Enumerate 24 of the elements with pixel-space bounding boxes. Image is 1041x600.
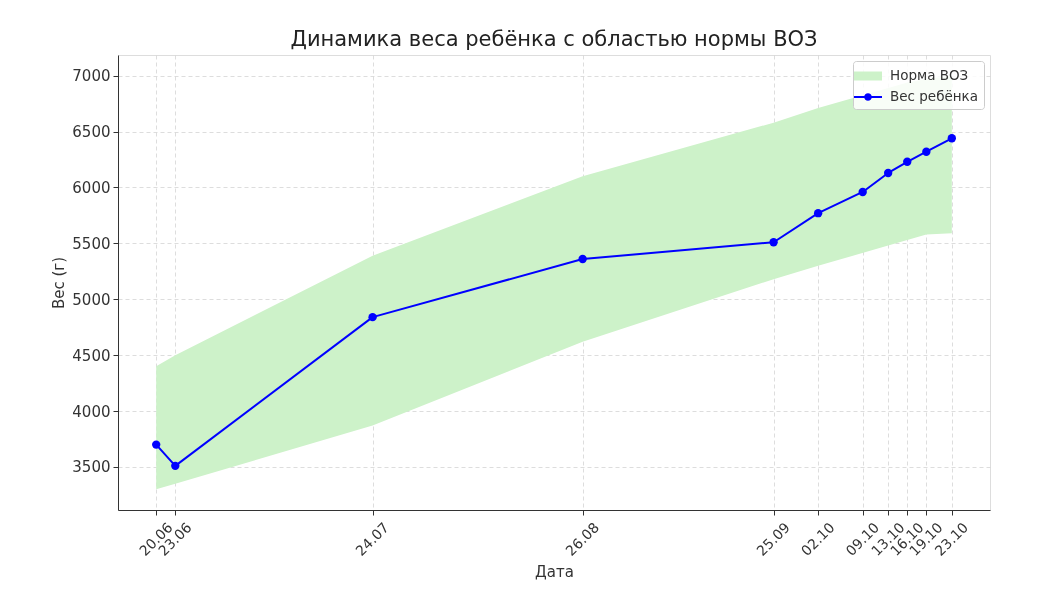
point (769, 238, 778, 247)
chart-title: Динамика веса ребёнка с областью нормы ВОЗ (290, 27, 818, 51)
point (578, 254, 587, 264)
y-tick-label: 6000 (72, 178, 111, 197)
point (883, 168, 893, 178)
x-axis-title: Дата (535, 562, 574, 581)
point (903, 157, 912, 166)
y-tick-label: 5500 (72, 234, 111, 253)
point (947, 134, 956, 143)
y-tick-label: 4500 (72, 346, 111, 365)
y-tick-label: 5000 (72, 290, 111, 309)
y-tick-label: 4000 (72, 402, 111, 421)
y-tick-label: 3500 (72, 458, 111, 477)
legend-label: Вес ребёнка (890, 88, 979, 104)
legend-label: Норма ВОЗ (890, 67, 969, 83)
y-axis-title: Вес (г) (50, 256, 69, 310)
point (922, 147, 931, 156)
point (813, 209, 823, 218)
point (152, 440, 161, 449)
y-tick-label: 6500 (72, 123, 111, 142)
point (171, 461, 180, 471)
point (858, 187, 867, 197)
point (368, 312, 377, 322)
y-tick-label: 7000 (72, 67, 111, 86)
